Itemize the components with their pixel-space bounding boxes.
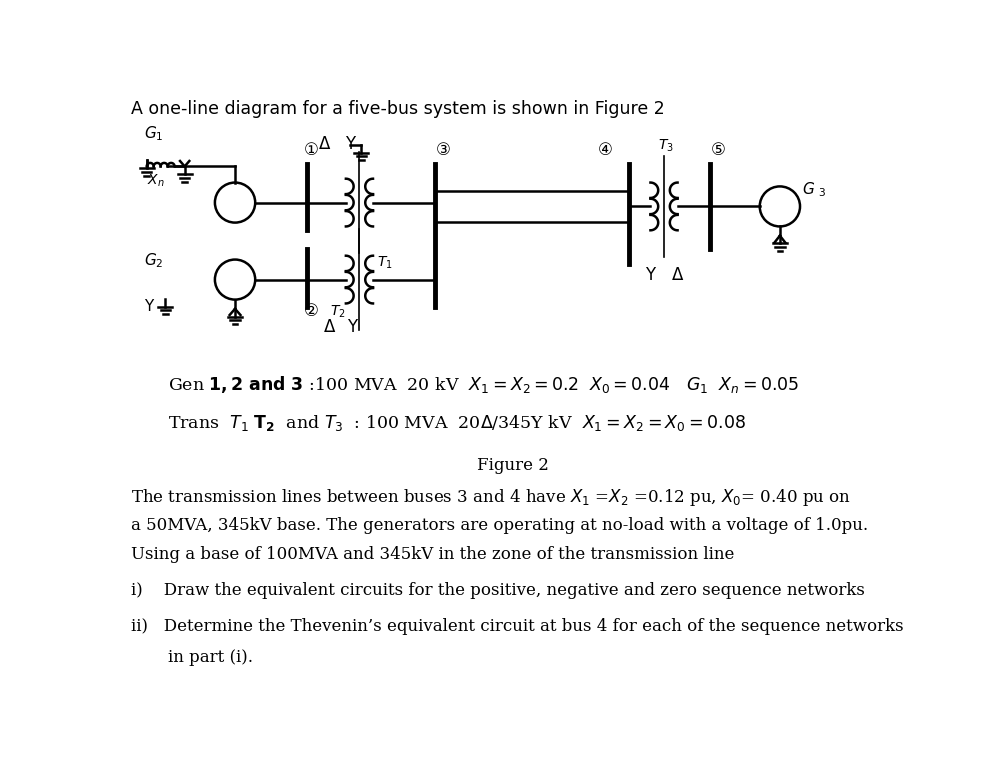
Text: Gen $\mathbf{1,2\ and\ 3}$ :100 MVA  20 kV  $X_1 = X_2 = 0.2$  $X_0 = 0.04$   $G: Gen $\mathbf{1,2\ and\ 3}$ :100 MVA 20 k… <box>168 375 799 395</box>
Text: The transmission lines between buses 3 and 4 have $X_1$ =$X_2$ =0.12 pu, $X_0$= : The transmission lines between buses 3 a… <box>131 487 851 508</box>
Text: ②: ② <box>304 302 318 320</box>
Text: $T_3$: $T_3$ <box>658 138 673 154</box>
Text: $G\ _3$: $G\ _3$ <box>802 180 826 199</box>
Text: Figure 2: Figure 2 <box>477 457 548 474</box>
Text: ①: ① <box>304 141 318 159</box>
Text: $T_2$: $T_2$ <box>330 304 346 320</box>
Text: A one-line diagram for a five-bus system is shown in Figure 2: A one-line diagram for a five-bus system… <box>131 100 665 118</box>
Text: ④: ④ <box>598 141 613 159</box>
Text: ③: ③ <box>435 141 450 159</box>
Text: Y: Y <box>345 134 355 152</box>
Text: Trans  $T_1$ $\mathbf{T_2}$  and $T_3$  : 100 MVA  20$\Delta$/345Y kV  $X_1 = X_: Trans $T_1$ $\mathbf{T_2}$ and $T_3$ : 1… <box>168 413 745 433</box>
Text: ⑤: ⑤ <box>710 141 725 159</box>
Text: Y: Y <box>645 267 656 284</box>
Text: Δ: Δ <box>318 134 330 152</box>
Text: in part (i).: in part (i). <box>168 649 253 666</box>
Text: a 50MVA, 345kV base. The generators are operating at no-load with a voltage of 1: a 50MVA, 345kV base. The generators are … <box>131 517 868 534</box>
Text: $X_n$: $X_n$ <box>147 172 164 190</box>
Text: Δ: Δ <box>672 267 683 284</box>
Text: Y: Y <box>144 299 154 314</box>
Text: Using a base of 100MVA and 345kV in the zone of the transmission line: Using a base of 100MVA and 345kV in the … <box>131 546 735 563</box>
Text: Δ: Δ <box>324 318 336 336</box>
Text: $G_2$: $G_2$ <box>144 251 164 270</box>
Text: $G_1$: $G_1$ <box>144 124 164 143</box>
Text: ii)   Determine the Thevenin’s equivalent circuit at bus 4 for each of the seque: ii) Determine the Thevenin’s equivalent … <box>131 618 904 636</box>
Text: $T_1$: $T_1$ <box>377 255 393 271</box>
Text: i)    Draw the equivalent circuits for the positive, negative and zero sequence : i) Draw the equivalent circuits for the … <box>131 582 865 599</box>
Text: Y: Y <box>347 318 358 336</box>
